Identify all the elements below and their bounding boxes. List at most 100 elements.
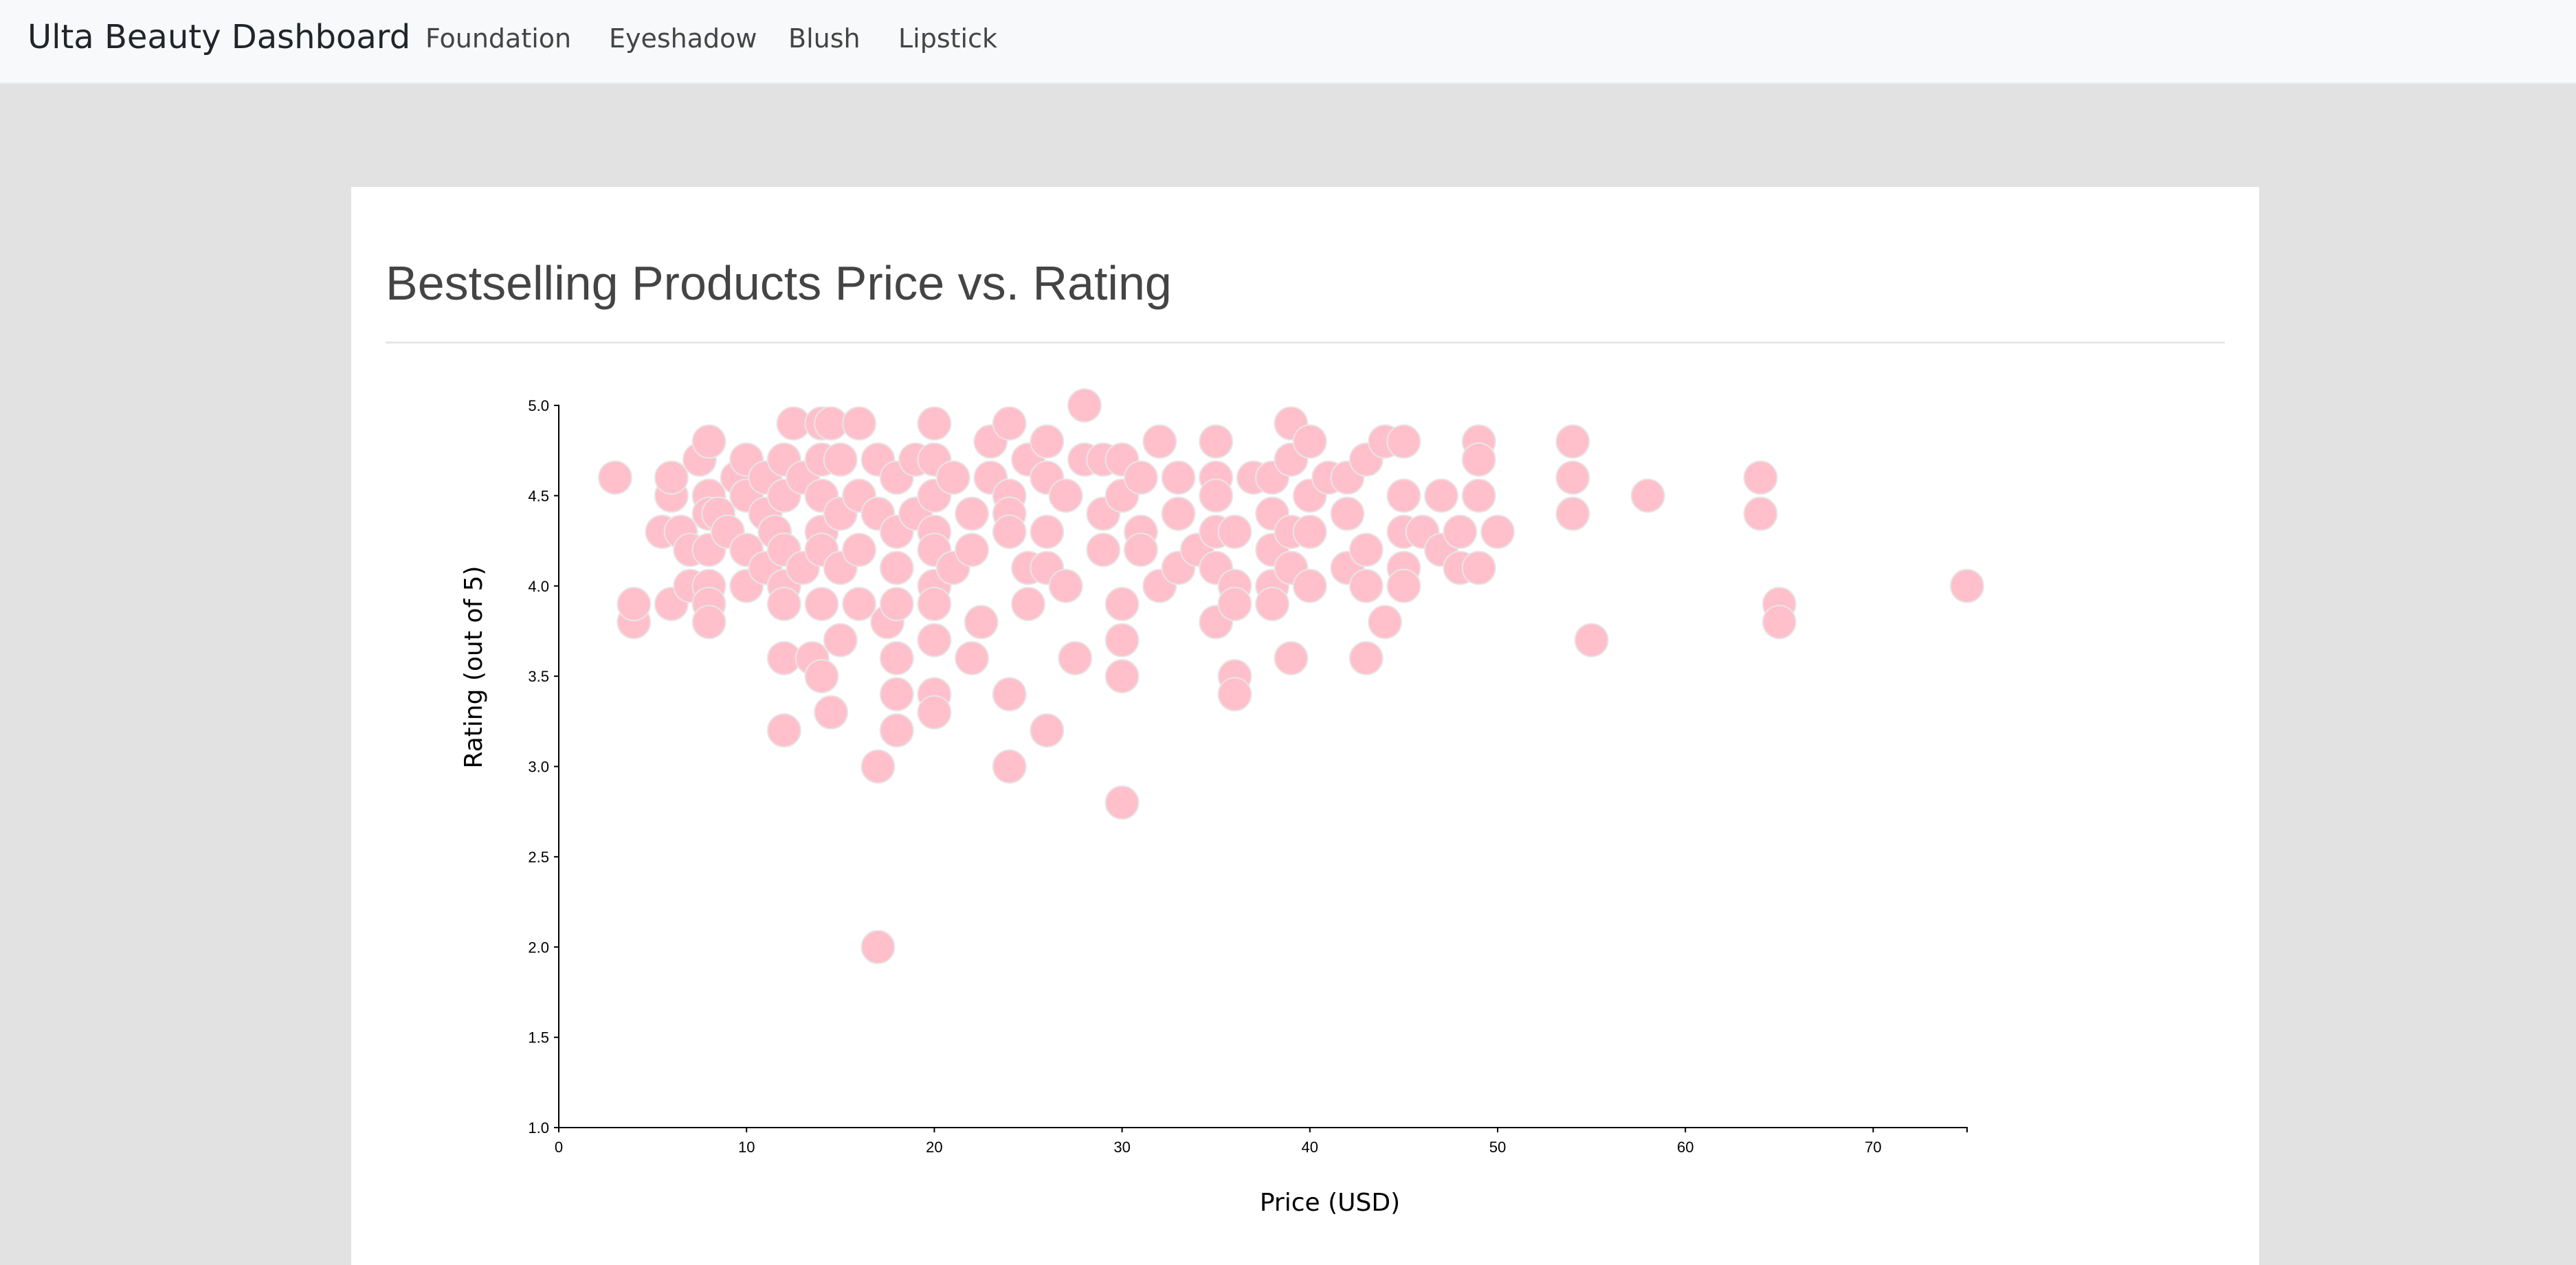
nav-link-foundation[interactable]: Foundation [425,23,572,54]
y-tick-label: 2.5 [528,849,549,866]
page-title: Bestselling Products Price vs. Rating [386,256,1172,310]
data-point[interactable] [964,605,999,640]
data-point[interactable] [654,460,689,495]
data-point[interactable] [1386,568,1421,603]
data-point[interactable] [1142,424,1177,459]
navbar-brand[interactable]: Ulta Beauty Dashboard [27,18,411,56]
data-point[interactable] [1461,550,1496,585]
data-point[interactable] [1555,460,1590,495]
x-tick-label: 70 [1865,1139,1881,1156]
data-point[interactable] [1123,533,1158,568]
data-point[interactable] [1161,496,1196,531]
x-tick-label: 30 [1113,1139,1130,1156]
data-point[interactable] [1292,424,1327,459]
data-point[interactable] [917,406,952,441]
data-point[interactable] [879,550,914,585]
data-point[interactable] [917,623,952,658]
data-point[interactable] [1348,640,1384,675]
data-point[interactable] [992,406,1027,441]
data-point[interactable] [1011,587,1045,622]
data-point[interactable] [1574,623,1609,658]
data-point[interactable] [1743,496,1778,531]
data-point[interactable] [1555,424,1590,459]
data-point[interactable] [992,749,1027,784]
x-axis-title: Price (USD) [1260,1189,1400,1217]
data-point[interactable] [917,587,952,622]
data-point[interactable] [1762,605,1797,640]
y-axis-title: Rating (out of 5) [460,566,488,768]
data-point[interactable] [992,677,1027,712]
data-point[interactable] [1161,460,1196,495]
data-point[interactable] [1330,496,1365,531]
data-point[interactable] [804,587,839,622]
data-point[interactable] [1217,677,1252,712]
data-point[interactable] [823,623,858,658]
data-point[interactable] [1461,478,1496,513]
data-point[interactable] [1030,424,1065,459]
data-point[interactable] [1104,587,1140,622]
data-point[interactable] [860,930,896,965]
data-point[interactable] [1443,514,1478,549]
data-point[interactable] [935,460,970,495]
data-point[interactable] [804,659,839,694]
data-point[interactable] [879,677,914,712]
data-point[interactable] [1104,659,1140,694]
data-point[interactable] [617,587,652,622]
data-point[interactable] [955,496,990,531]
data-point[interactable] [879,587,914,622]
data-point[interactable] [1086,533,1121,568]
data-point[interactable] [1292,514,1327,549]
data-point[interactable] [842,533,877,568]
data-point[interactable] [1348,568,1384,603]
y-tick-label: 3.0 [528,759,549,776]
data-point[interactable] [842,587,877,622]
data-point[interactable] [1386,478,1421,513]
data-point[interactable] [842,406,877,441]
data-point[interactable] [1950,568,1984,603]
data-point[interactable] [1030,713,1065,748]
data-point[interactable] [879,713,914,748]
data-point[interactable] [1217,587,1252,622]
data-point[interactable] [766,587,801,622]
data-point[interactable] [917,695,952,730]
data-point[interactable] [691,605,726,640]
data-point[interactable] [1104,785,1140,820]
data-point[interactable] [691,424,726,459]
x-tick-label: 50 [1489,1139,1506,1156]
data-point[interactable] [1630,478,1665,513]
data-point[interactable] [1048,568,1083,603]
nav-link-lipstick[interactable]: Lipstick [898,23,998,54]
data-point[interactable] [766,713,801,748]
data-point[interactable] [955,533,990,568]
data-point[interactable] [1123,460,1158,495]
data-point[interactable] [1058,640,1093,675]
data-point[interactable] [1743,460,1778,495]
data-point[interactable] [1030,514,1065,549]
data-point[interactable] [1461,442,1496,477]
data-point[interactable] [1217,514,1252,549]
data-point[interactable] [1274,640,1309,675]
data-point[interactable] [1104,623,1140,658]
data-point[interactable] [992,514,1027,549]
data-point[interactable] [1048,478,1083,513]
data-point[interactable] [1424,478,1459,513]
data-point[interactable] [597,460,632,495]
data-point[interactable] [1480,514,1515,549]
data-point[interactable] [1067,388,1102,423]
data-point[interactable] [860,749,896,784]
data-point[interactable] [1292,568,1327,603]
data-point[interactable] [814,695,849,730]
data-point[interactable] [1348,533,1384,568]
data-point[interactable] [879,640,914,675]
axes-layer: 0 10 20 30 40 50 60 70 1.0 1.5 2.0 2.5 3.0 3.5 4.0 4.5 5… [528,397,1968,1156]
data-point[interactable] [1386,424,1421,459]
data-point[interactable] [1199,478,1234,513]
data-point[interactable] [1555,496,1590,531]
nav-link-eyeshadow[interactable]: Eyeshadow [609,23,757,54]
data-point[interactable] [1199,424,1234,459]
data-point[interactable] [1368,605,1403,640]
data-point[interactable] [1255,587,1290,622]
data-point[interactable] [823,442,858,477]
data-point[interactable] [955,640,990,675]
nav-link-blush[interactable]: Blush [788,23,860,54]
